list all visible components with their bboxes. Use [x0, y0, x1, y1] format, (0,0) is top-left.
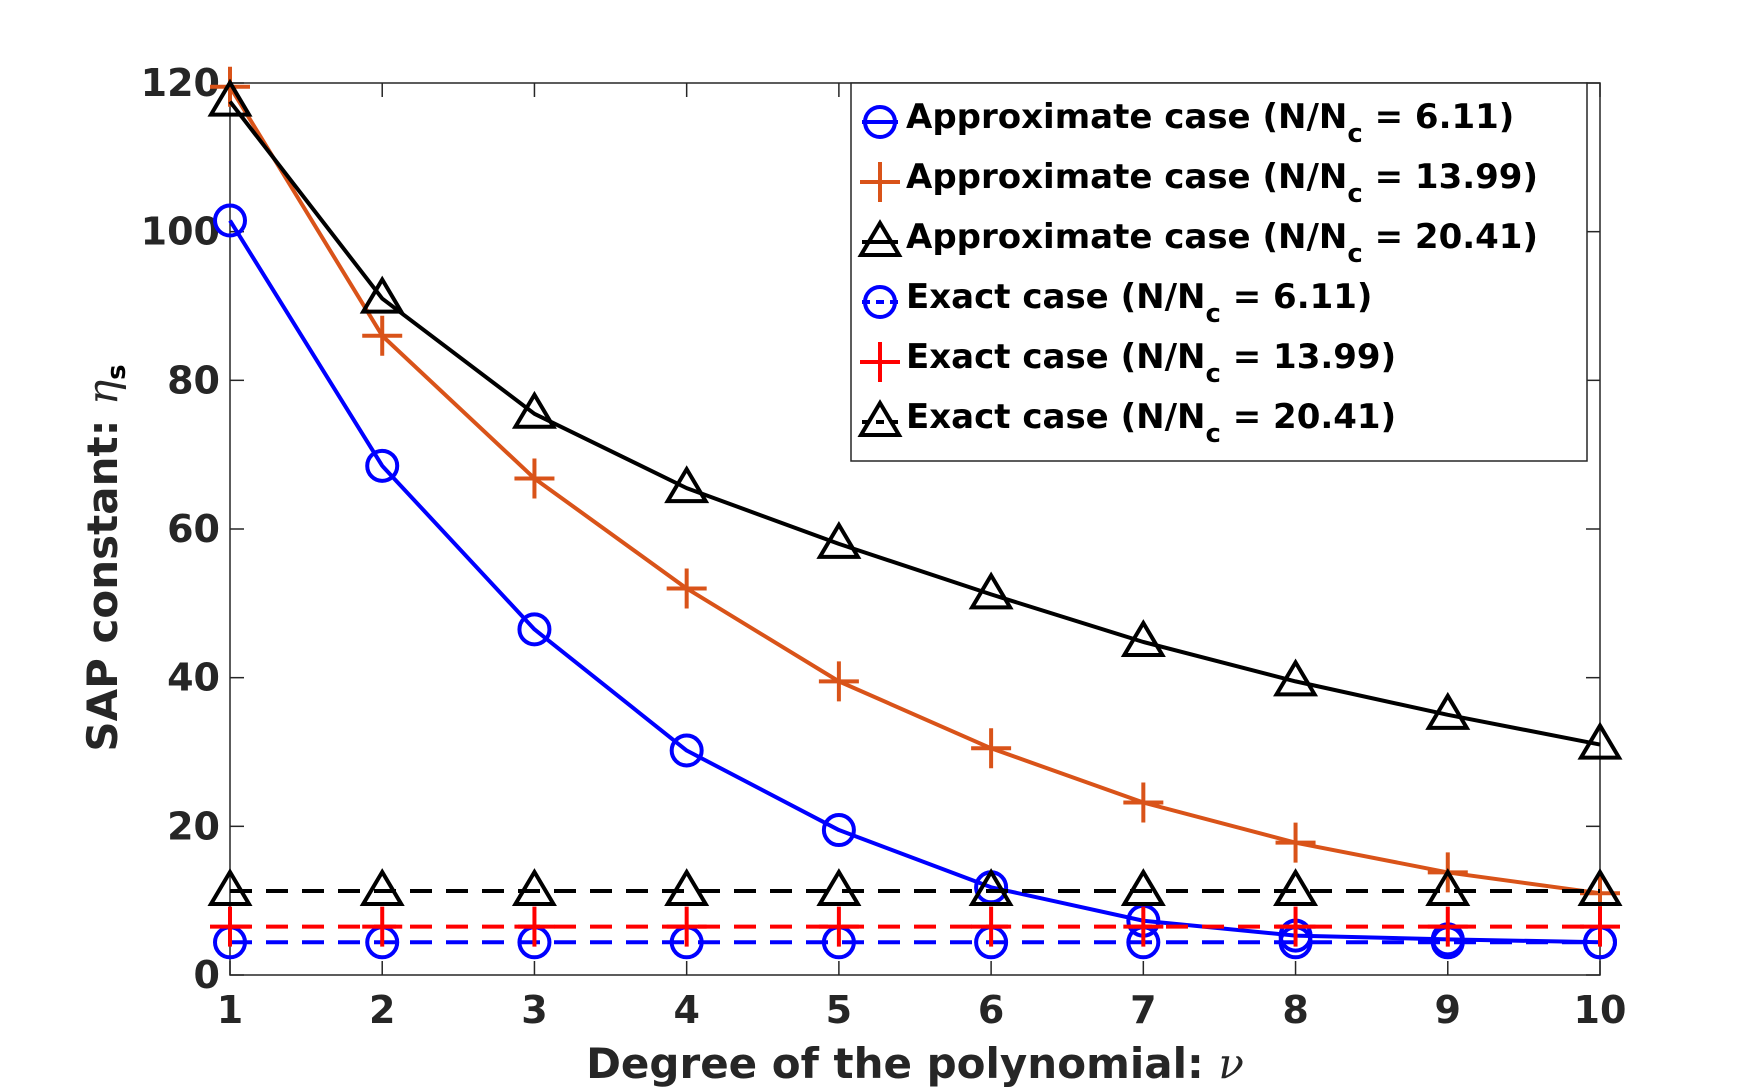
x-tick-label: 2	[369, 988, 395, 1032]
series-2-point	[1275, 822, 1316, 863]
x-tick-label: 5	[826, 988, 852, 1032]
series-5-point	[1427, 906, 1468, 947]
x-tick-label: 1	[217, 988, 243, 1032]
series-3-point	[816, 520, 862, 559]
series-2-point	[362, 315, 403, 356]
series-1-point	[213, 203, 247, 238]
series-1-point	[669, 733, 704, 768]
series-6	[207, 868, 1623, 907]
x-axis-symbol: ν	[1218, 1039, 1244, 1088]
x-axis-title: Degree of the polynomial: ν	[586, 1039, 1244, 1088]
series-2-point	[1123, 782, 1164, 823]
legend-marker-5	[860, 342, 900, 382]
series-3-point	[1120, 619, 1166, 657]
legend-marker-4	[863, 285, 897, 319]
series-5-point	[1580, 906, 1620, 947]
series-3-point	[968, 571, 1014, 610]
legend-box	[850, 82, 1588, 462]
series-layer	[207, 66, 1623, 960]
series-3-point	[664, 465, 710, 504]
y-axis: 0 20 40 60 80 100 120	[141, 61, 1600, 997]
x-tick-label: 6	[978, 988, 1004, 1032]
legend: Approximate case (N/Nc = 6.11) Approximat…	[850, 82, 1588, 462]
series-1-point	[821, 813, 856, 848]
legend-label-1: Approximate case (N/Nc = 6.11)	[906, 97, 1514, 149]
series-5-point	[818, 906, 859, 947]
legend-marker-6	[857, 399, 903, 437]
series-3-point	[1425, 691, 1471, 730]
series-3	[207, 78, 1623, 760]
y-axis-title: SAP constant: ηs	[78, 364, 132, 751]
series-3-point	[207, 78, 253, 117]
legend-label-6: Exact case (N/Nc = 20.41)	[906, 397, 1396, 449]
series-5-point	[210, 906, 250, 947]
series-6-point	[511, 868, 557, 907]
x-tick-label: 10	[1574, 988, 1627, 1032]
series-3-point	[1273, 658, 1319, 697]
legend-marker-1	[863, 105, 897, 139]
series-6-point	[1577, 868, 1623, 907]
legend-label-5: Exact case (N/Nc = 13.99)	[906, 337, 1396, 389]
series-2-point	[971, 728, 1012, 769]
series-4	[213, 925, 1617, 960]
legend-label-2: Approximate case (N/Nc = 13.99)	[906, 157, 1538, 209]
series-2	[210, 66, 1620, 914]
series-6-point	[1120, 868, 1166, 907]
x-tick-label: 3	[521, 988, 547, 1032]
series-2-point	[210, 66, 250, 107]
series-6-point	[359, 868, 405, 907]
series-6-point	[968, 868, 1014, 907]
series-6-point	[816, 868, 862, 907]
series-5-point	[1123, 906, 1164, 947]
series-3-line	[228, 100, 1601, 747]
x-tick-label: 7	[1130, 988, 1156, 1032]
x-tick-label: 4	[673, 988, 699, 1032]
series-6-point	[1425, 868, 1471, 907]
series-3-point	[1577, 721, 1623, 760]
series-5	[210, 906, 1620, 947]
series-2-point	[818, 661, 859, 702]
series-2-line	[228, 85, 1601, 896]
legend-label-4: Exact case (N/Nc = 6.11)	[906, 277, 1372, 329]
x-tick-label: 8	[1282, 988, 1308, 1032]
series-5-point	[1275, 906, 1316, 947]
y-tick-label: 0	[194, 953, 220, 997]
series-1-line	[228, 219, 1601, 945]
y-tick-label: 60	[167, 507, 220, 551]
legend-label-3: Approximate case (N/Nc = 20.41)	[906, 217, 1538, 269]
series-3-point	[511, 390, 557, 429]
series-5-point	[362, 906, 403, 947]
y-axis-symbol-sub: s	[102, 364, 132, 379]
series-5-point	[666, 906, 707, 947]
y-axis-symbol: η	[78, 380, 127, 405]
y-tick-label: 20	[167, 804, 220, 848]
series-5-point	[514, 906, 555, 947]
x-axis: 1 2 3 4 5 6 7 8 9 10	[217, 83, 1627, 1032]
y-tick-label: 40	[167, 656, 220, 700]
series-1-point	[517, 612, 552, 647]
y-tick-label: 120	[141, 61, 220, 105]
x-tick-label: 9	[1435, 988, 1461, 1032]
series-2-point	[666, 568, 707, 609]
y-tick-label: 80	[167, 358, 220, 402]
legend-marker-2	[860, 162, 900, 202]
series-6-point	[207, 868, 253, 907]
series-2-point	[514, 458, 555, 499]
series-3-point	[359, 275, 405, 314]
series-5-point	[971, 906, 1012, 947]
y-tick-label: 100	[141, 210, 220, 254]
series-1-point	[365, 448, 400, 483]
series-6-point	[1273, 868, 1319, 907]
legend-marker-3	[857, 219, 903, 257]
series-6-point	[664, 868, 710, 907]
